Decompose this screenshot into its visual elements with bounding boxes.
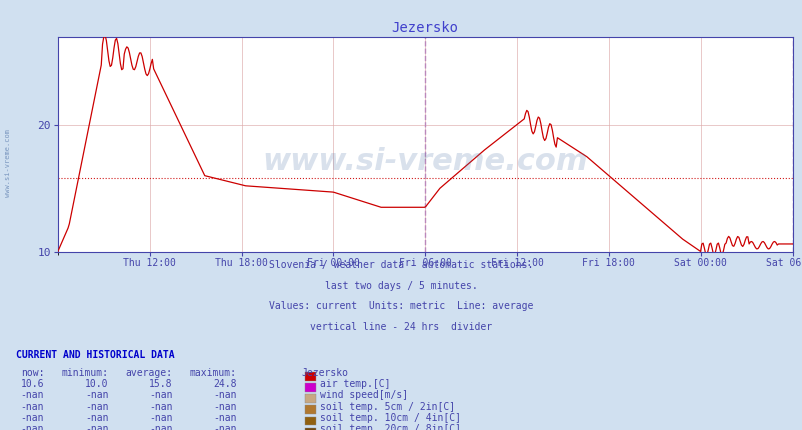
Text: -nan: -nan (149, 413, 172, 423)
Text: -nan: -nan (21, 413, 44, 423)
Text: -nan: -nan (213, 402, 237, 412)
Text: air temp.[C]: air temp.[C] (319, 379, 390, 389)
Text: -nan: -nan (213, 413, 237, 423)
Text: -nan: -nan (21, 424, 44, 430)
Text: www.si-vreme.com: www.si-vreme.com (262, 147, 587, 176)
Text: -nan: -nan (213, 390, 237, 400)
Text: -nan: -nan (85, 402, 108, 412)
Text: 24.8: 24.8 (213, 379, 237, 389)
Text: -nan: -nan (213, 424, 237, 430)
Text: vertical line - 24 hrs  divider: vertical line - 24 hrs divider (310, 322, 492, 332)
Text: soil temp. 5cm / 2in[C]: soil temp. 5cm / 2in[C] (319, 402, 454, 412)
Text: Slovenia / weather data - automatic stations.: Slovenia / weather data - automatic stat… (269, 260, 533, 270)
Text: -nan: -nan (149, 390, 172, 400)
Text: maximum:: maximum: (189, 368, 237, 378)
Text: wind speed[m/s]: wind speed[m/s] (319, 390, 407, 400)
Text: 10.6: 10.6 (21, 379, 44, 389)
Text: last two days / 5 minutes.: last two days / 5 minutes. (325, 281, 477, 291)
Text: -nan: -nan (85, 413, 108, 423)
Text: minimum:: minimum: (61, 368, 108, 378)
Text: -nan: -nan (149, 402, 172, 412)
Text: Jezersko: Jezersko (301, 368, 348, 378)
Text: -nan: -nan (85, 390, 108, 400)
Text: CURRENT AND HISTORICAL DATA: CURRENT AND HISTORICAL DATA (16, 350, 175, 360)
Text: soil temp. 10cm / 4in[C]: soil temp. 10cm / 4in[C] (319, 413, 460, 423)
Title: Jezersko: Jezersko (391, 22, 458, 35)
Text: now:: now: (21, 368, 44, 378)
Text: 10.0: 10.0 (85, 379, 108, 389)
Text: 15.8: 15.8 (149, 379, 172, 389)
Text: Values: current  Units: metric  Line: average: Values: current Units: metric Line: aver… (269, 301, 533, 311)
Text: -nan: -nan (21, 390, 44, 400)
Text: -nan: -nan (149, 424, 172, 430)
Text: www.si-vreme.com: www.si-vreme.com (5, 129, 11, 197)
Text: -nan: -nan (21, 402, 44, 412)
Text: soil temp. 20cm / 8in[C]: soil temp. 20cm / 8in[C] (319, 424, 460, 430)
Text: -nan: -nan (85, 424, 108, 430)
Text: average:: average: (125, 368, 172, 378)
